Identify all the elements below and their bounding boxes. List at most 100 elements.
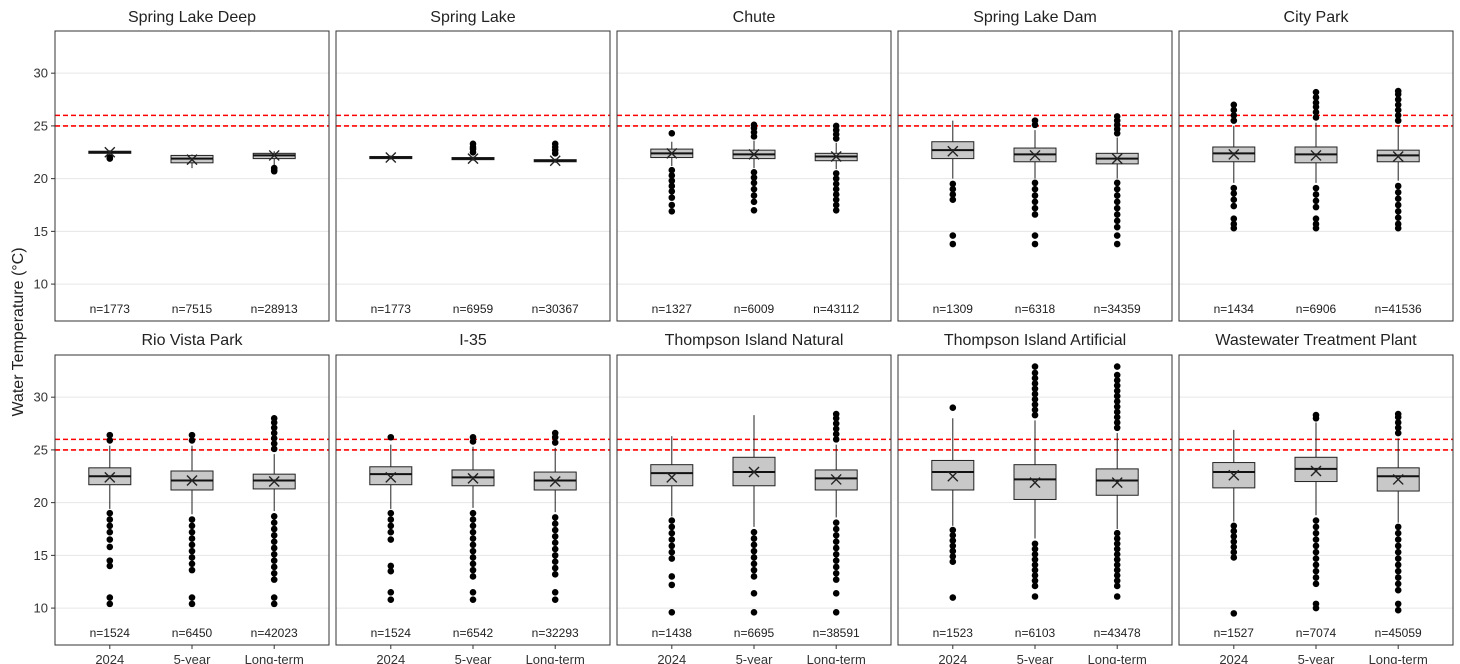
outlier-point <box>832 563 840 571</box>
outlier-point <box>668 609 676 616</box>
x-tick-label: 2024 <box>657 652 686 664</box>
outlier-point <box>1113 535 1121 542</box>
mean-marker <box>467 153 479 165</box>
box-1 <box>732 121 776 214</box>
mean-marker <box>549 155 561 167</box>
x-tick-label: 5-year <box>1017 652 1055 664</box>
outlier-point <box>270 525 278 533</box>
outlier-point <box>188 600 196 608</box>
y-tick-label: 10 <box>34 277 48 292</box>
outlier-point <box>1230 202 1238 210</box>
outlier-point <box>551 429 559 437</box>
panel-frame <box>897 30 1173 322</box>
outlier-point <box>270 538 278 545</box>
outlier-point <box>106 594 114 601</box>
box-1 <box>1013 117 1057 248</box>
outlier-point <box>1031 204 1039 212</box>
outlier-point <box>469 541 477 549</box>
outlier-point <box>106 528 114 536</box>
outlier-point <box>1312 523 1320 531</box>
outlier-point <box>832 425 840 433</box>
outlier-point <box>832 201 840 209</box>
outlier-point <box>832 525 840 533</box>
outlier-point <box>1394 112 1402 119</box>
x-tick-label: 2024 <box>95 652 124 664</box>
outlier-point <box>551 545 559 553</box>
panel-9: Wastewater Treatment Plant n=1527 n=7074 n=… <box>1178 332 1454 664</box>
box-1 <box>170 154 214 169</box>
outlier-point <box>188 560 196 568</box>
y-tick-label: 15 <box>34 224 48 239</box>
outlier-point <box>1230 533 1238 540</box>
n-label: n=30367 <box>532 302 579 316</box>
outlier-point <box>832 180 840 188</box>
outlier-point <box>1031 572 1039 579</box>
outlier-point <box>469 528 477 536</box>
outlier-point <box>270 544 278 552</box>
box-2 <box>814 410 858 616</box>
mean-marker <box>385 471 397 483</box>
outlier-point <box>949 240 957 248</box>
box-1 <box>170 431 214 608</box>
outlier-point <box>1113 566 1121 574</box>
outlier-point <box>1394 561 1402 569</box>
outlier-point <box>1230 184 1238 192</box>
outlier-point <box>832 609 840 616</box>
n-label: n=1523 <box>933 626 974 640</box>
outlier-point <box>1113 387 1121 395</box>
outlier-point <box>750 185 758 193</box>
x-tick-label: 2024 <box>376 652 405 664</box>
outlier-point <box>832 420 840 427</box>
mean-marker <box>268 476 280 488</box>
n-label: n=6959 <box>453 302 494 316</box>
outlier-point <box>1113 413 1121 421</box>
outlier-point <box>551 552 559 559</box>
outlier-point <box>270 519 278 526</box>
outlier-point <box>188 431 196 439</box>
outlier-point <box>188 566 196 574</box>
outlier-point <box>668 187 676 195</box>
outlier-point <box>1230 543 1238 551</box>
box-0 <box>650 436 694 616</box>
outlier-point <box>750 528 758 536</box>
outlier-point <box>1113 198 1121 206</box>
mean-marker <box>186 474 198 486</box>
outlier-point <box>1312 215 1320 223</box>
mean-marker <box>385 152 397 164</box>
outlier-point <box>750 573 758 580</box>
outlier-point <box>1113 232 1121 239</box>
outlier-point <box>1312 561 1320 569</box>
outlier-point <box>1113 371 1121 379</box>
box-iqr <box>369 466 413 486</box>
n-label: n=1434 <box>1214 302 1255 316</box>
mean-marker <box>1228 148 1240 160</box>
outlier-point <box>949 537 957 544</box>
y-tick-label: 30 <box>34 66 48 81</box>
outlier-point <box>551 514 559 521</box>
n-label: n=34359 <box>1094 302 1141 316</box>
outlier-point <box>270 576 278 583</box>
outlier-point <box>1230 548 1238 556</box>
outlier-point <box>1113 572 1121 579</box>
outlier-point <box>1394 117 1402 124</box>
box-0 <box>931 120 975 248</box>
outlier-point <box>551 533 559 540</box>
outlier-point <box>668 573 676 580</box>
outlier-point <box>270 551 278 558</box>
outlier-point <box>270 513 278 520</box>
outlier-point <box>188 522 196 530</box>
mean-marker <box>104 146 116 158</box>
outlier-point <box>1394 586 1402 594</box>
outlier-point <box>668 542 676 550</box>
outlier-point <box>832 436 840 443</box>
outlier-point <box>1394 182 1402 190</box>
outlier-point <box>832 170 840 177</box>
n-label: n=1524 <box>90 626 131 640</box>
outlier-point <box>1031 232 1039 239</box>
outlier-point <box>750 174 758 181</box>
outlier-point <box>106 431 114 439</box>
outlier-point <box>1113 211 1121 218</box>
outlier-point <box>1113 204 1121 212</box>
y-tick-label: 20 <box>34 495 48 510</box>
y-tick-label: 15 <box>34 548 48 563</box>
